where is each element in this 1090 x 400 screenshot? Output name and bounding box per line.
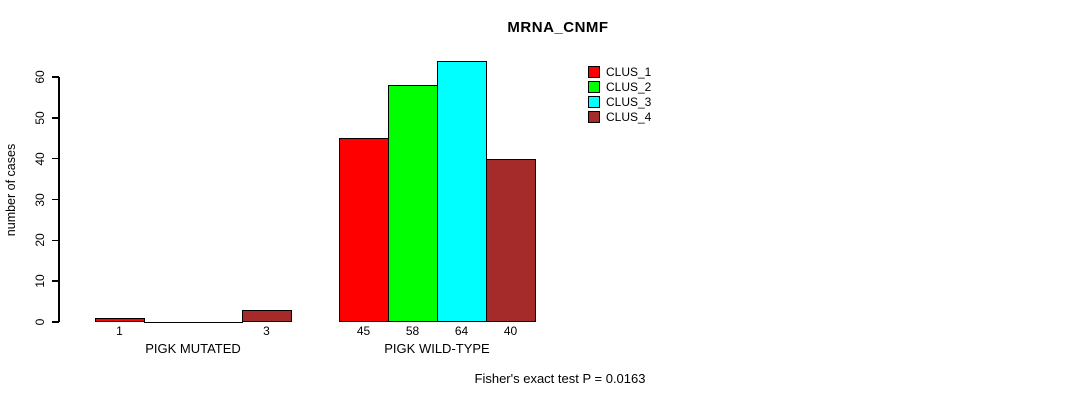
y-tick-mark xyxy=(52,321,59,323)
bar-value-label: 40 xyxy=(503,324,518,338)
legend-item-clus_4: CLUS_4 xyxy=(588,110,651,125)
bar-value-label: 1 xyxy=(116,324,123,338)
legend-swatch-icon xyxy=(588,65,600,78)
chart-title: MRNA_CNMF xyxy=(507,19,609,36)
fisher-test-annotation: Fisher's exact test P = 0.0163 xyxy=(474,371,646,386)
legend-swatch-icon xyxy=(588,95,600,108)
y-tick-label: 0 xyxy=(33,318,47,326)
y-axis-title: number of cases xyxy=(4,143,18,237)
legend-swatch-icon xyxy=(588,80,600,93)
bar-value-label: 45 xyxy=(356,324,371,338)
legend-label: CLUS_3 xyxy=(606,94,652,109)
y-tick-mark xyxy=(52,117,59,119)
y-tick-mark xyxy=(52,157,59,160)
y-tick-label: 50 xyxy=(33,111,47,125)
legend: CLUS_1 CLUS_2 CLUS_3 CLUS_4 xyxy=(588,64,651,125)
bar-value-label: 3 xyxy=(263,324,270,338)
y-tick-mark xyxy=(52,76,59,78)
bar-clus_4-pigk-wild-type xyxy=(486,159,536,322)
group-label-pigk-mutated: PIGK MUTATED xyxy=(145,341,241,356)
legend-item-clus_3: CLUS_3 xyxy=(588,94,651,109)
legend-swatch-icon xyxy=(588,111,600,124)
y-tick-label: 30 xyxy=(33,192,47,207)
legend-item-clus_2: CLUS_2 xyxy=(588,79,651,94)
y-tick-label: 10 xyxy=(33,274,47,288)
y-tick-label: 40 xyxy=(33,151,47,166)
bar-clus_3-pigk-wild-type xyxy=(437,61,487,322)
legend-item-clus_1: CLUS_1 xyxy=(588,64,651,79)
bar-clus_4-pigk-mutated xyxy=(242,310,292,322)
y-tick-label: 60 xyxy=(33,70,47,84)
y-tick-label: 20 xyxy=(33,233,47,248)
group-label-pigk-wild-type: PIGK WILD-TYPE xyxy=(384,341,490,356)
bar-value-label: 58 xyxy=(405,324,420,338)
bar-clus_2-pigk-wild-type xyxy=(388,85,438,322)
bar-clus_1-pigk-wild-type xyxy=(339,138,389,322)
y-tick-mark xyxy=(52,239,59,242)
bar-value-label: 64 xyxy=(454,324,469,338)
legend-label: CLUS_1 xyxy=(606,64,652,79)
y-tick-mark xyxy=(52,280,59,282)
legend-label: CLUS_4 xyxy=(606,110,652,125)
bar-clus_3-pigk-mutated xyxy=(193,322,243,323)
bar-clus_1-pigk-mutated xyxy=(95,318,145,322)
y-tick-mark xyxy=(52,198,59,201)
legend-label: CLUS_2 xyxy=(606,79,652,94)
bar-clus_2-pigk-mutated xyxy=(144,322,194,323)
